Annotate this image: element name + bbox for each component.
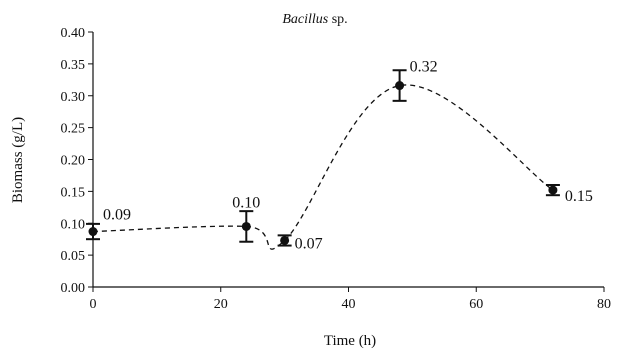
- axes: 0.00 0.05 0.10 0.15 0.20 0.25 0.30 0.35 0.40 0 20 4…: [61, 26, 612, 312]
- x-tick-label: 20: [214, 297, 228, 312]
- data-point: [548, 185, 558, 195]
- x-tick-label: 40: [342, 297, 356, 312]
- y-tick-label: 0.25: [61, 122, 86, 137]
- x-tick-label: 60: [469, 297, 483, 312]
- y-tick-label: 0.30: [61, 90, 86, 105]
- y-tick-label: 0.35: [61, 58, 86, 73]
- plot-area: 0.09 0.10 0.07 0.32 0.15: [86, 59, 593, 252]
- y-tick-label: 0.20: [61, 154, 86, 169]
- data-label: 0.10: [232, 194, 260, 211]
- y-axis-title: Biomass (g/L): [10, 117, 26, 203]
- chart-title-italic: Bacillus: [282, 12, 328, 27]
- data-label: 0.07: [295, 235, 323, 252]
- y-tick-label: 0.10: [61, 217, 86, 232]
- data-point: [395, 81, 405, 91]
- y-tick-label: 0.40: [61, 26, 86, 41]
- y-tick-label: 0.00: [61, 281, 86, 296]
- series-line: [92, 84, 554, 250]
- chart-title-rest: sp.: [328, 12, 347, 27]
- data-point: [241, 221, 251, 231]
- data-point: [280, 235, 290, 245]
- x-tick-label: 0: [90, 297, 97, 312]
- x-tick-label: 80: [597, 297, 611, 312]
- data-point: [88, 227, 98, 237]
- x-axis-title: Time (h): [324, 333, 376, 349]
- y-tick-label: 0.05: [61, 249, 86, 264]
- y-tick-label: 0.15: [61, 185, 86, 200]
- data-label: 0.09: [103, 207, 131, 224]
- data-label: 0.32: [410, 59, 438, 76]
- chart-title: Bacillus sp.: [282, 12, 347, 27]
- data-label: 0.15: [565, 188, 593, 205]
